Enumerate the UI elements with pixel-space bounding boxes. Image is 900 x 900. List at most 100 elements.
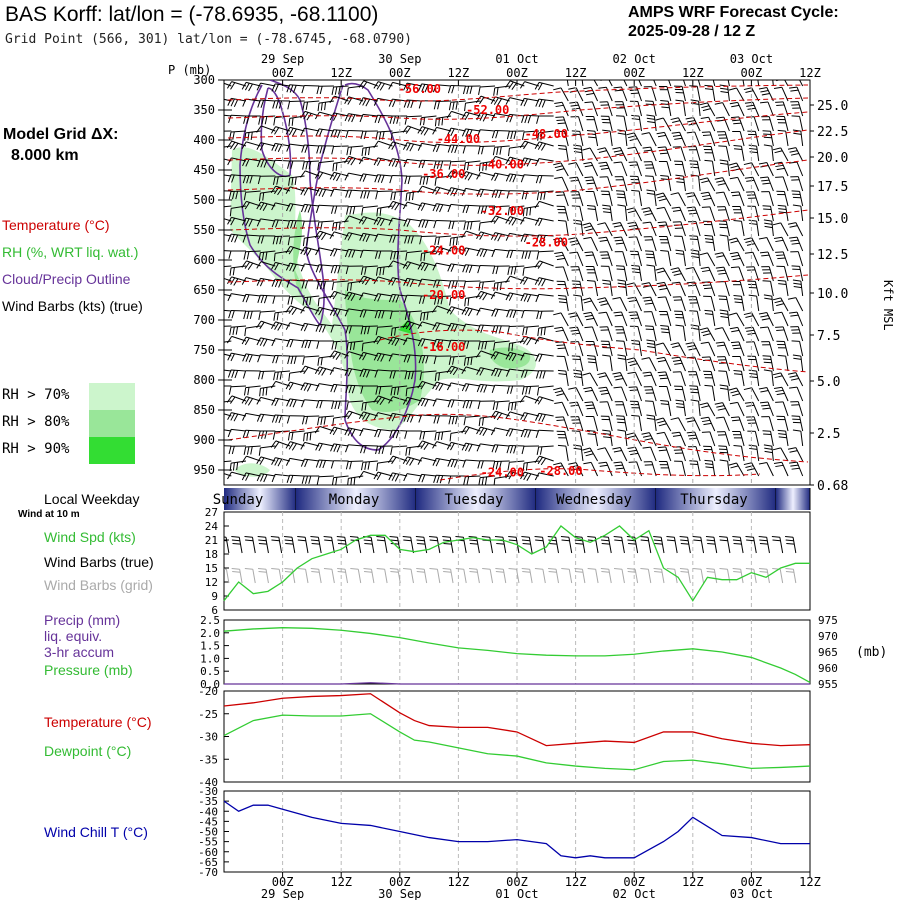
grid-wind-barb — [495, 568, 507, 584]
upper-wind-barb — [615, 415, 628, 432]
barb-feather — [733, 445, 742, 447]
barb-feather — [680, 542, 689, 545]
barb-feather — [539, 311, 543, 320]
upper-wind-barb — [521, 250, 539, 259]
barb-feather — [526, 473, 532, 482]
barb-feather — [556, 393, 565, 397]
barb-feather — [315, 442, 320, 451]
upper-wind-barb — [286, 474, 305, 484]
barb-feather — [453, 459, 458, 468]
barb-feather — [505, 428, 510, 437]
barb-feather — [733, 571, 742, 573]
barb-feather — [771, 536, 780, 538]
barb-feather — [587, 568, 596, 570]
upper-wind-barb — [315, 247, 334, 256]
barb-feather — [230, 277, 236, 285]
barb-feather — [535, 294, 540, 303]
barb-feather — [469, 86, 473, 95]
barb-feather — [714, 252, 723, 255]
barb-feather — [749, 147, 758, 150]
barb-feather — [675, 174, 684, 177]
cloud-outline — [239, 80, 417, 451]
barb-staff — [274, 414, 290, 417]
top-hour-label: 12Z — [330, 66, 352, 80]
upper-wind-barb — [762, 130, 774, 147]
barb-staff — [768, 416, 774, 432]
barb-feather — [286, 220, 291, 229]
barb-feather — [508, 539, 517, 542]
barb-feather — [436, 415, 440, 424]
upper-wind-barb — [638, 80, 642, 87]
barb-feather — [271, 143, 276, 151]
barb-feather — [469, 400, 473, 409]
barb-feather — [519, 81, 526, 89]
barb-feather — [582, 447, 591, 451]
barb-staff — [797, 326, 804, 342]
upper-wind-barb — [685, 117, 701, 132]
upper-wind-barb — [597, 147, 613, 162]
windchill-tick-label: -60 — [198, 846, 218, 859]
barb-staff — [560, 237, 569, 252]
barb-staff — [406, 337, 422, 342]
barb-feather — [345, 461, 349, 470]
temperature-contour-label: -56.00 — [398, 82, 441, 96]
legend-pressure: Pressure (mb) — [44, 662, 133, 678]
barb-staff — [260, 473, 276, 477]
barb-feather — [218, 326, 220, 334]
upper-wind-barb — [773, 236, 789, 252]
upper-wind-barb — [476, 248, 496, 258]
barb-feather — [451, 280, 455, 289]
barb-feather — [586, 182, 595, 185]
barb-staff — [633, 432, 642, 447]
barb-feather — [363, 445, 367, 454]
barb-feather — [216, 277, 220, 284]
barb-feather — [749, 222, 758, 225]
barb-feather — [429, 536, 438, 538]
upper-wind-barb — [668, 80, 672, 87]
barb-feather — [686, 281, 695, 284]
barb-feather — [360, 445, 364, 454]
barb-feather — [375, 386, 378, 395]
barb-staff — [538, 277, 554, 282]
barb-feather — [394, 474, 400, 482]
barb-feather — [758, 462, 767, 465]
barb-staff — [560, 387, 569, 402]
upper-wind-barb — [759, 401, 774, 417]
barb-feather — [303, 247, 309, 256]
barb-feather — [461, 171, 467, 179]
barb-feather — [425, 355, 429, 364]
barb-feather — [775, 389, 784, 393]
upper-wind-barb — [685, 417, 701, 432]
barb-feather — [315, 205, 320, 213]
barb-staff — [289, 219, 305, 222]
barb-feather — [508, 293, 514, 301]
upper-wind-barb — [241, 81, 261, 92]
barb-feather — [448, 161, 452, 170]
upper-wind-barb — [256, 320, 276, 330]
barb-feather — [553, 237, 562, 241]
barb-feather — [217, 370, 220, 377]
upper-wind-barb — [645, 400, 657, 417]
barb-feather — [220, 251, 222, 259]
barb-staff — [377, 174, 393, 177]
true-wind-barb — [745, 536, 757, 554]
upper-wind-barb — [216, 293, 232, 301]
barb-staff — [406, 294, 422, 297]
upper-wind-barb — [568, 162, 584, 177]
barb-feather — [462, 459, 466, 468]
grid-wind-barb — [482, 568, 494, 584]
barb-feather — [627, 568, 636, 570]
barb-feather — [216, 294, 220, 301]
barb-staff — [665, 221, 672, 237]
barb-staff — [480, 220, 496, 224]
barb-feather — [720, 312, 729, 315]
barb-staff — [623, 266, 628, 282]
barb-feather — [330, 188, 335, 197]
upper-wind-barb — [703, 145, 716, 162]
barb-staff — [246, 396, 261, 402]
barb-feather — [675, 252, 684, 255]
barb-feather — [300, 170, 306, 178]
barb-feather — [627, 210, 636, 214]
barb-feather — [556, 119, 565, 121]
barb-staff — [465, 306, 481, 312]
